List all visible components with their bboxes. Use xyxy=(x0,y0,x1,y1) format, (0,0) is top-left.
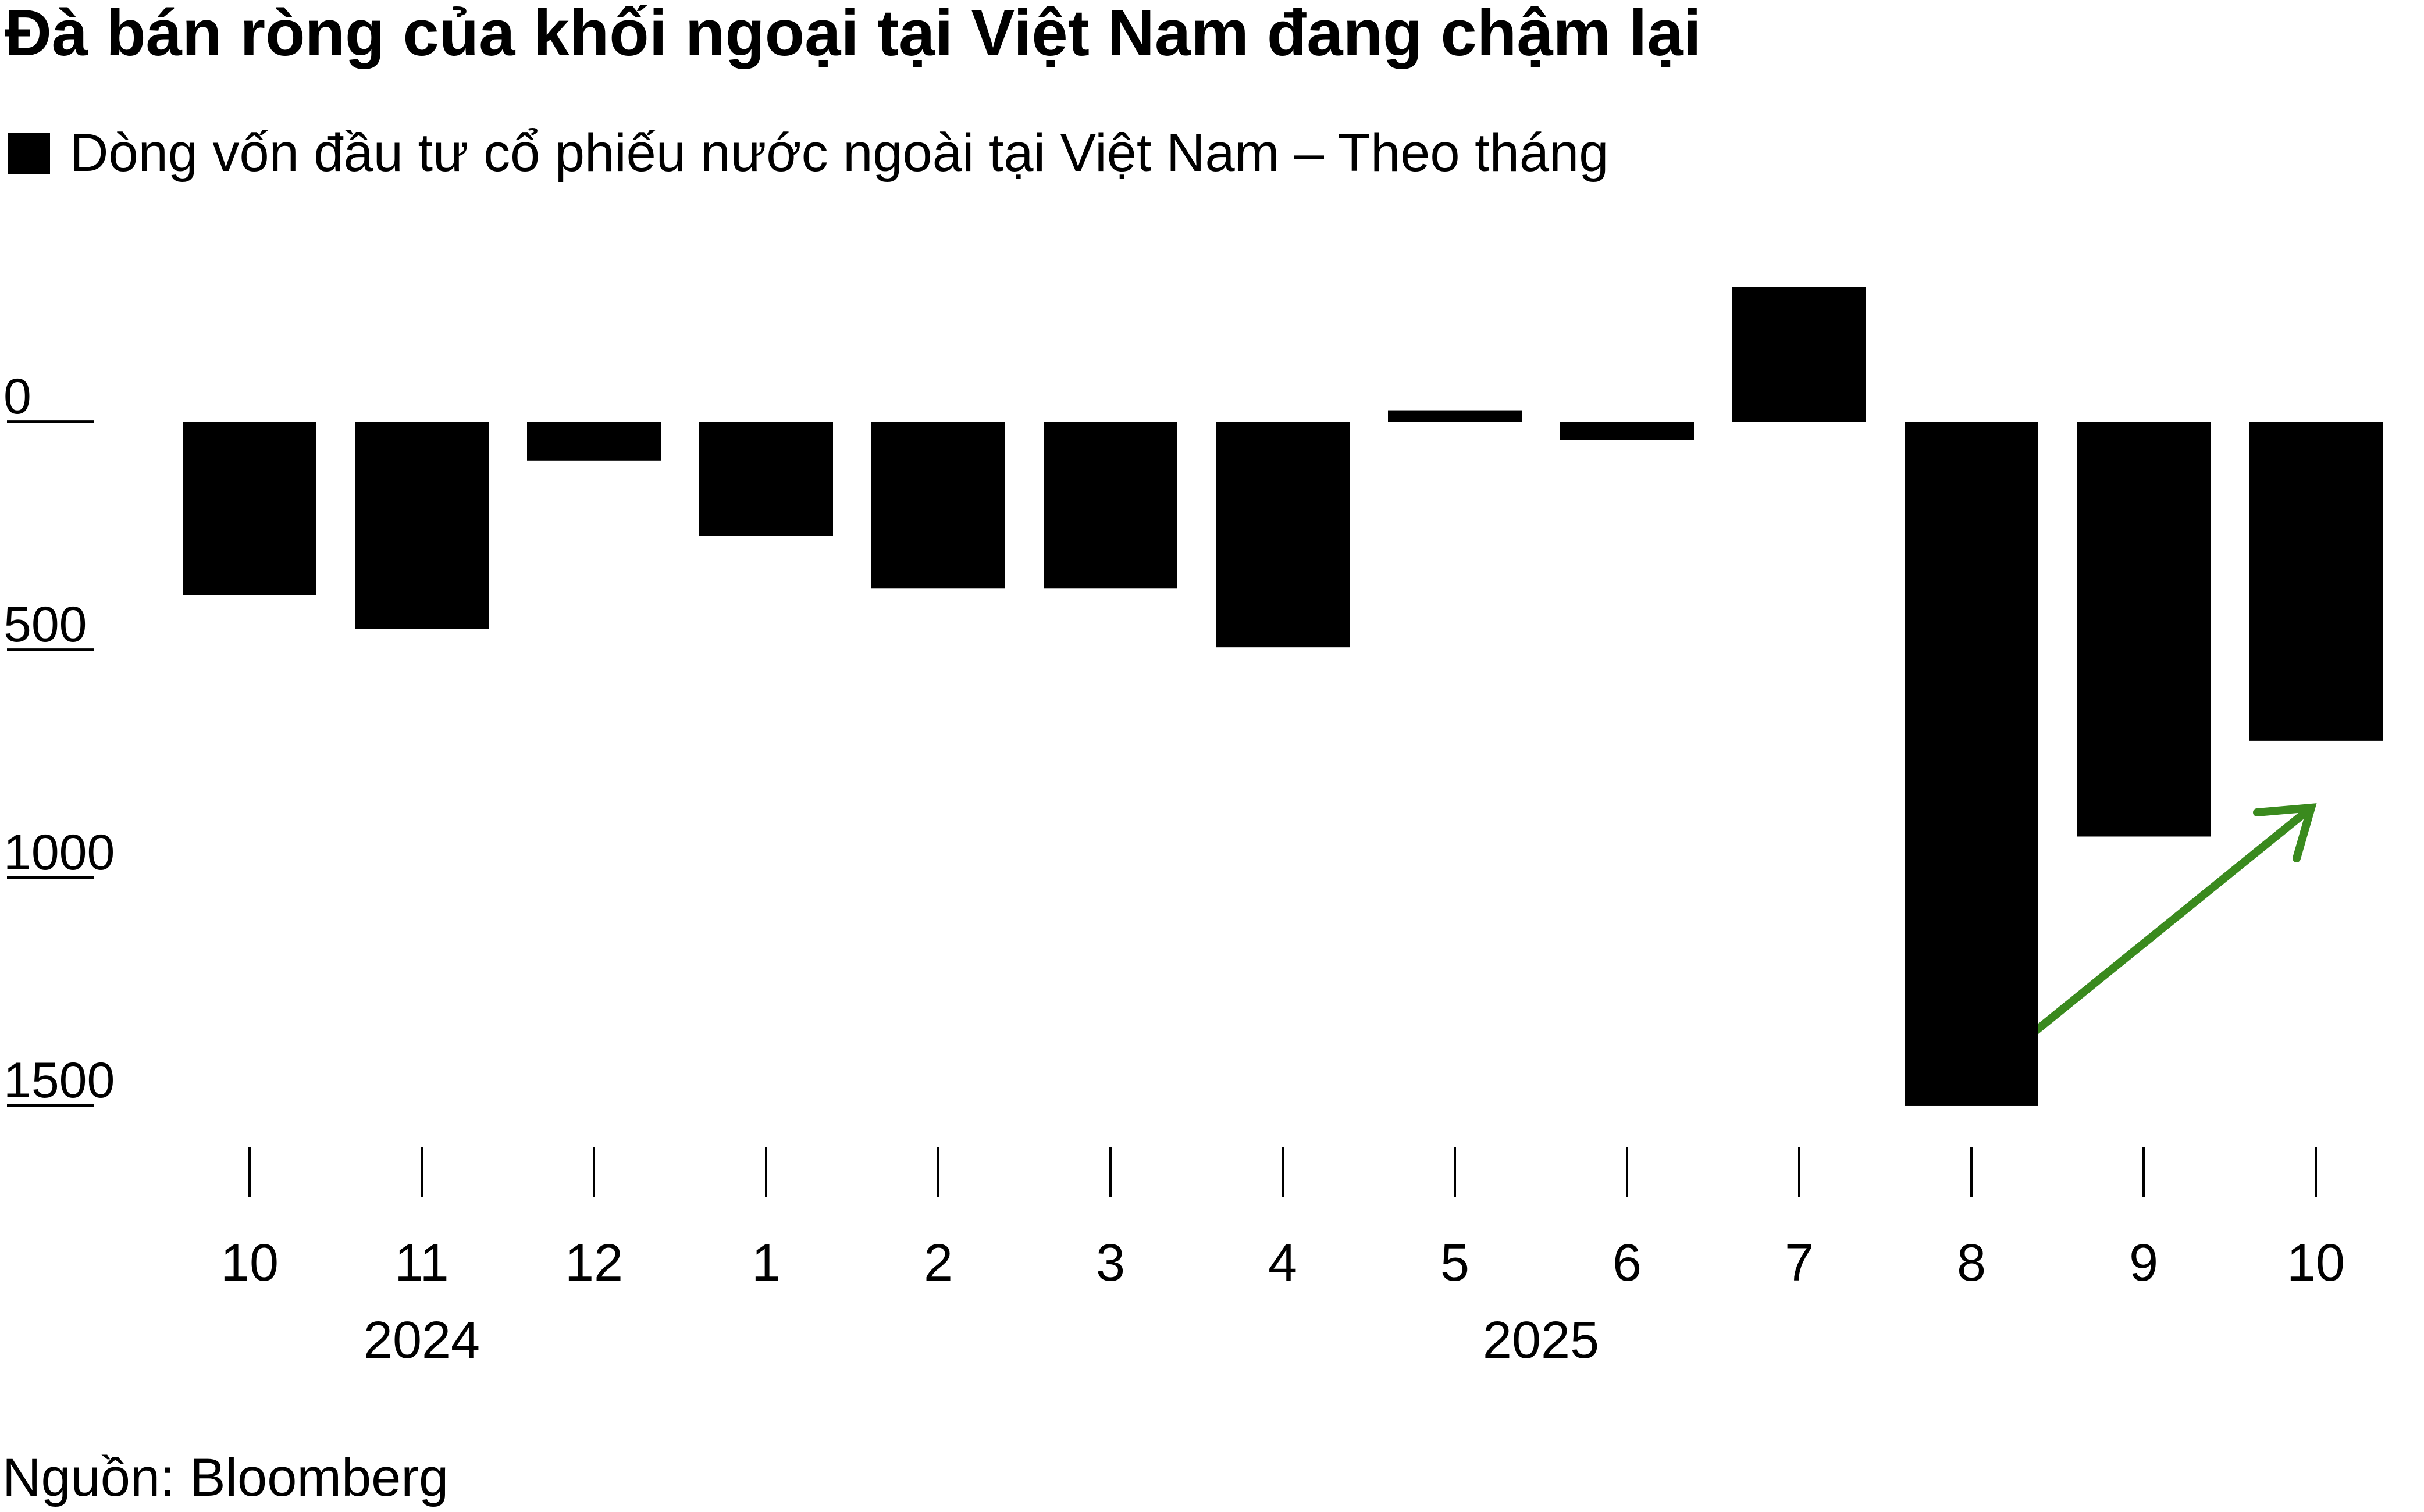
x-tick-label: 2 xyxy=(924,1234,953,1292)
bar xyxy=(1732,287,1866,422)
source: Nguồn: Bloomberg xyxy=(2,1448,449,1507)
x-tick-label: 10 xyxy=(2287,1234,2345,1292)
legend-label: Dòng vốn đầu tư cổ phiếu nước ngoài tại … xyxy=(70,123,1608,183)
bar xyxy=(183,422,316,595)
x-tick-label: 8 xyxy=(1957,1234,1986,1292)
year-label: 2024 xyxy=(364,1311,480,1370)
legend-swatch xyxy=(8,133,50,174)
x-tick-label: 3 xyxy=(1096,1234,1125,1292)
y-tick-label: 0 xyxy=(3,369,31,425)
bar xyxy=(1388,410,1522,422)
bar xyxy=(1044,422,1177,589)
x-tick-label: 7 xyxy=(1785,1234,1814,1292)
year-label: 2025 xyxy=(1483,1311,1599,1370)
bar xyxy=(1216,422,1350,648)
x-tick-label: 9 xyxy=(2129,1234,2158,1292)
bar xyxy=(1560,422,1694,440)
y-tick-label: 1500 xyxy=(3,1053,115,1108)
x-tick-label: 11 xyxy=(394,1234,449,1292)
x-tick-label: 6 xyxy=(1613,1234,1642,1292)
bar xyxy=(2249,422,2383,741)
x-tick-label: 10 xyxy=(220,1234,279,1292)
chart-title: Đà bán ròng của khối ngoại tại Việt Nam … xyxy=(5,0,1702,69)
y-tick-label: 1000 xyxy=(3,825,115,880)
x-tick-label: 5 xyxy=(1440,1234,1469,1292)
bar xyxy=(699,422,833,536)
bar xyxy=(355,422,489,629)
bar xyxy=(1905,422,2038,1106)
x-tick-label: 4 xyxy=(1268,1234,1297,1292)
x-tick-label: 1 xyxy=(752,1234,781,1292)
bar xyxy=(527,422,661,461)
bar xyxy=(871,422,1005,589)
y-tick-label: 500 xyxy=(3,597,87,652)
bar xyxy=(2077,422,2211,837)
x-tick-label: 12 xyxy=(565,1234,623,1292)
